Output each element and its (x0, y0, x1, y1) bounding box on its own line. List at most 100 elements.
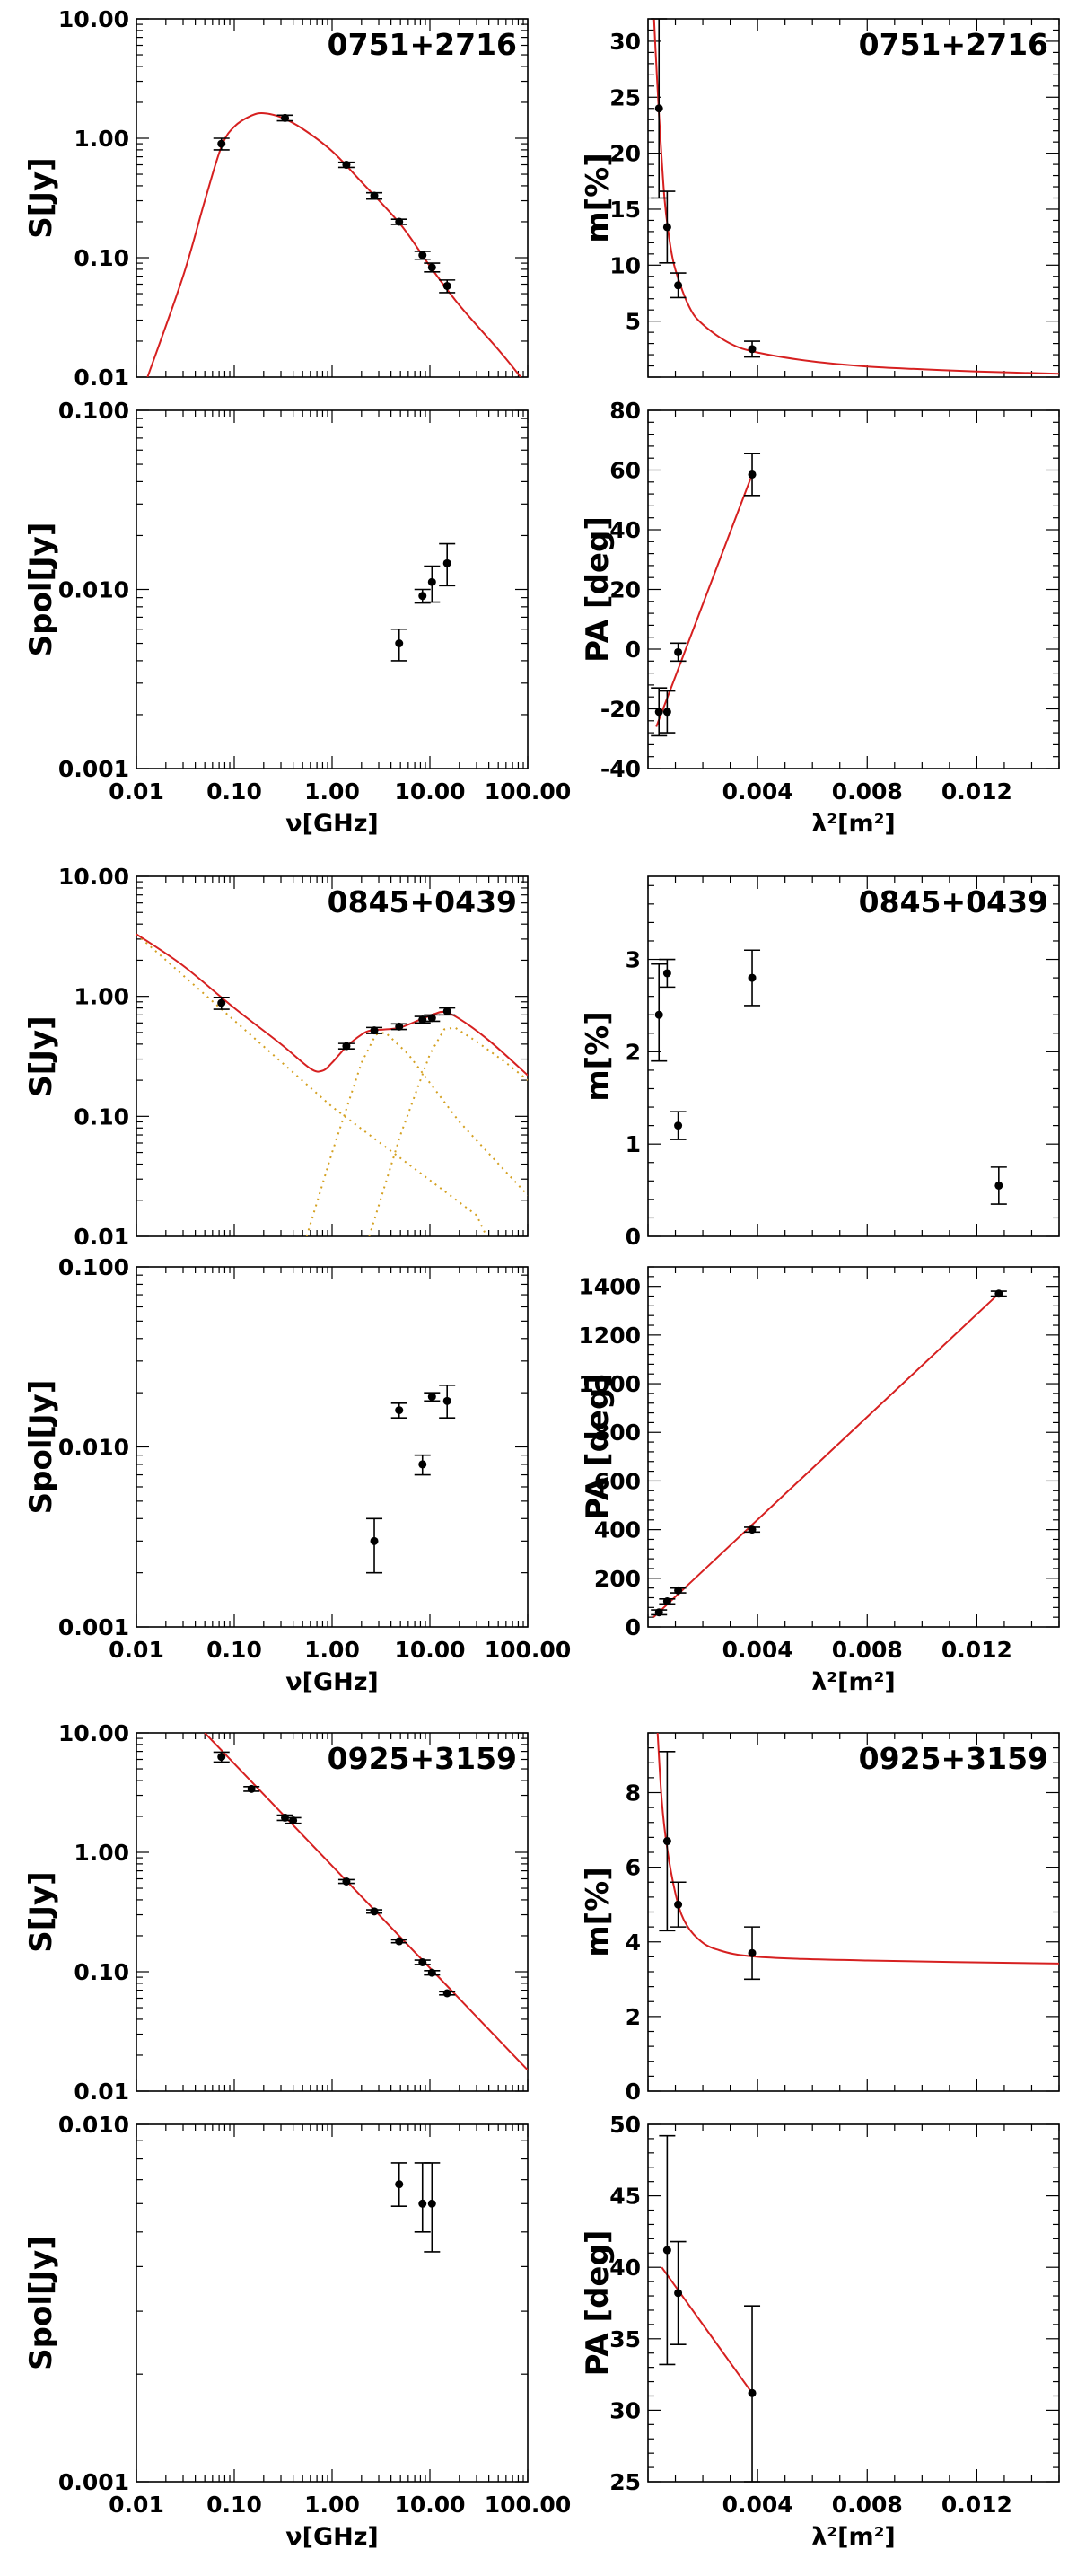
y-tick-label: 25 (609, 2469, 641, 2495)
y-tick-label: 0.100 (58, 1254, 129, 1280)
data-marker (442, 281, 451, 290)
data-marker (418, 1460, 427, 1469)
y-tick-label: 0 (626, 1224, 641, 1250)
data-point (243, 1784, 260, 1793)
x-tick-label: 0.008 (832, 778, 903, 804)
x-tick-label: 0.012 (941, 2492, 1012, 2518)
data-marker (370, 1907, 379, 1916)
data-marker (370, 191, 379, 200)
y-tick-label: 0 (626, 1614, 641, 1640)
data-marker (370, 1026, 379, 1035)
tick-marks (647, 1266, 1060, 1628)
y-tick-label: 1400 (578, 1274, 641, 1300)
data-marker (442, 558, 451, 567)
data-marker (994, 1289, 1003, 1298)
y-tick-label: 600 (594, 1468, 641, 1494)
x-tick-label: 0.01 (109, 1637, 164, 1663)
data-marker (427, 1014, 436, 1023)
data-point (366, 1517, 383, 1574)
data-marker (418, 251, 427, 259)
plot-frame (647, 2123, 1060, 2483)
data-marker (395, 639, 404, 648)
data-marker (662, 1597, 671, 1606)
data-marker (418, 1015, 427, 1024)
data-marker (442, 1989, 451, 1998)
x-axis-label: ν[GHz] (285, 2523, 379, 2551)
data-point (366, 1907, 383, 1916)
data-point (439, 1989, 456, 1998)
data-point (744, 340, 761, 358)
fit-curve (655, 474, 753, 727)
y-tick-label: 3 (626, 947, 641, 973)
y-tick-label: 0.01 (74, 1224, 129, 1250)
x-tick-label: 0.008 (832, 1637, 903, 1663)
data-point (390, 628, 407, 662)
chart-panel-9: 0.01 0.10 1.00 10.00 S[Jy] 0925+3159 (23, 1720, 529, 2105)
x-tick-label: 1.00 (304, 778, 360, 804)
y-tick-label: 400 (594, 1517, 641, 1543)
tick-marks (647, 876, 1060, 1237)
x-tick-label: 0.01 (109, 778, 164, 804)
x-tick-label: 1.00 (304, 2492, 360, 2518)
plot-frame (136, 1266, 529, 1628)
data-point (414, 2162, 431, 2233)
x-tick-label: 0.004 (722, 778, 793, 804)
data-point (424, 565, 441, 603)
plot-frame (136, 409, 529, 769)
x-axis-label: λ²[m²] (811, 2523, 896, 2551)
chart-panel-12: 25 30 35 40 45 50 0.004 0.008 0.012 PA [deg] λ²[m²… (580, 2112, 1060, 2551)
data-point (670, 1111, 687, 1140)
data-point (414, 251, 431, 260)
y-tick-label: 40 (609, 517, 641, 543)
y-tick-label: 80 (609, 398, 641, 424)
y-tick-label: 30 (609, 29, 641, 55)
data-marker (994, 1181, 1003, 1190)
data-marker (748, 2388, 757, 2397)
y-tick-label: 10 (609, 252, 641, 278)
y-tick-label: 0.10 (74, 245, 129, 271)
data-marker (674, 2289, 683, 2298)
component-curve-3 (368, 1026, 528, 1236)
data-marker (427, 263, 436, 272)
data-marker (395, 1937, 404, 1946)
x-axis-label: ν[GHz] (285, 810, 379, 838)
data-marker (674, 1586, 683, 1595)
data-point (390, 1022, 407, 1031)
fit-curve (136, 933, 528, 1077)
fit-curve (656, 1733, 1059, 1965)
y-tick-label: 30 (609, 2397, 641, 2423)
data-point (276, 113, 293, 122)
data-marker (370, 1536, 379, 1545)
chart-panel-6: 0 1 2 3 m[%] 0845+0439 (580, 875, 1060, 1250)
data-point (424, 262, 441, 273)
chart-panel-2: 5 10 15 20 25 30 m[%] 0751+2716 (580, 18, 1060, 378)
data-point (439, 279, 456, 294)
y-axis-label: m[%] (580, 1867, 616, 1957)
plot-frame (647, 1266, 1060, 1628)
y-tick-label: 0 (626, 2079, 641, 2105)
data-marker (442, 1007, 451, 1015)
data-point (424, 2162, 441, 2253)
data-marker (442, 1396, 451, 1405)
plot-frame (136, 18, 529, 378)
chart-panel-10: 0 2 4 6 8 m[%] 0925+3159 (580, 1732, 1060, 2105)
plot-frame (136, 1732, 529, 2092)
data-marker (662, 2246, 671, 2255)
data-point (390, 1402, 407, 1419)
component-curve-2 (305, 1031, 528, 1236)
x-tick-label: 10.00 (394, 2492, 465, 2518)
y-tick-label: 20 (609, 577, 641, 603)
data-point (744, 1926, 761, 1981)
data-point (337, 1877, 355, 1886)
y-axis-label: PA [deg] (580, 2230, 616, 2377)
data-marker (395, 1022, 404, 1031)
data-point (414, 588, 431, 604)
data-marker (654, 1010, 663, 1019)
y-tick-label: 200 (594, 1566, 641, 1592)
data-marker (342, 161, 351, 170)
chart-panel-8: 0 200 400 600 800 1000 1200 1400 0.004 0.008 0.012… (578, 1266, 1060, 1696)
y-tick-label: 8 (626, 1780, 641, 1807)
x-tick-label: 100.00 (485, 778, 571, 804)
fit-curve (652, 1293, 1000, 1618)
data-point (414, 1454, 431, 1476)
